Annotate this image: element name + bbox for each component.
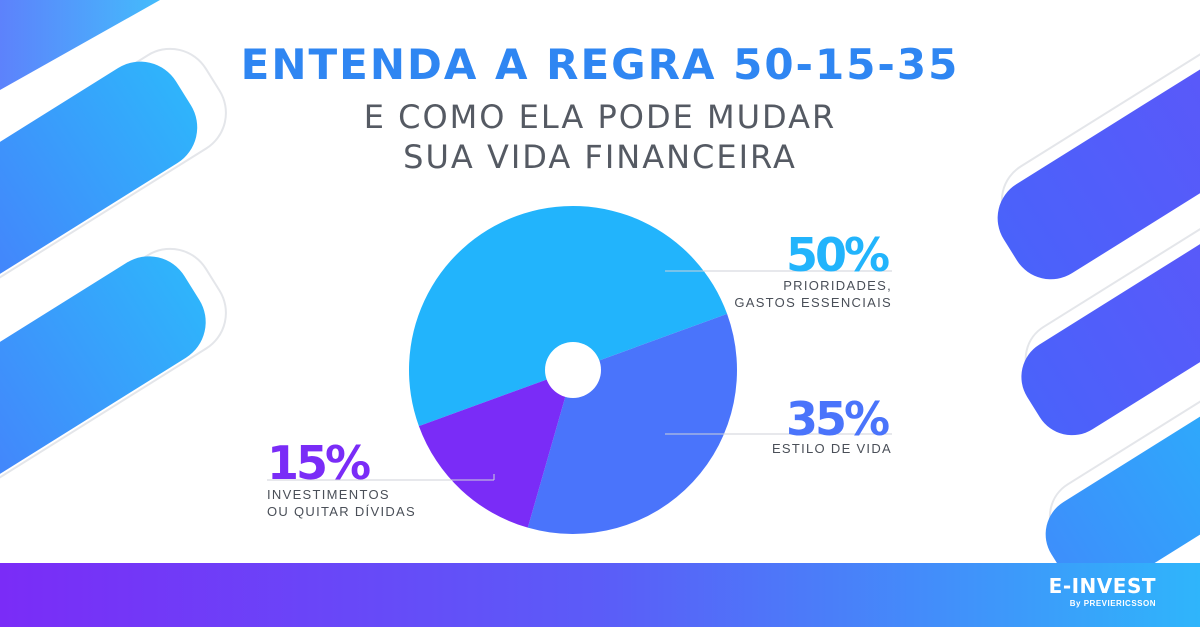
slice-label-35-percent: 35% — [786, 392, 890, 446]
subtitle-line-2: SUA VIDA FINANCEIRA — [403, 138, 797, 176]
slice-label-50-percent: 50% — [786, 228, 890, 282]
slice-label-50-line-2: GASTOS ESSENCIAIS — [734, 295, 892, 310]
brand-name: E-INVEST — [1048, 574, 1156, 598]
slice-label-35-line-1: ESTILO DE VIDA — [771, 441, 892, 456]
right-stripes — [997, 32, 1200, 593]
subtitle-line-1: E COMO ELA PODE MUDAR — [363, 98, 837, 136]
brand-byline: By PREVIERICSSON — [1069, 599, 1156, 608]
slice-label-15-description: INVESTIMENTOS OU QUITAR DÍVIDAS — [267, 486, 416, 520]
pie-slice-50 — [409, 205, 728, 427]
slice-label-50-description: PRIORIDADES, GASTOS ESSENCIAIS — [734, 277, 892, 311]
footer-bar: E-INVEST By PREVIERICSSON — [0, 563, 1200, 627]
pie-slice-15 — [418, 370, 573, 528]
slice-label-35-description: ESTILO DE VIDA — [772, 440, 892, 457]
pie-center-hole — [545, 342, 601, 398]
slice-label-50-line-1: PRIORIDADES, — [783, 278, 892, 293]
slice-label-15-percent: 15% — [267, 436, 371, 490]
slice-label-15-line-1: INVESTIMENTOS — [267, 487, 390, 502]
brand-logo: E-INVEST By PREVIERICSSON — [1049, 575, 1156, 608]
slice-label-15-line-2: OU QUITAR DÍVIDAS — [267, 504, 416, 519]
page-title: ENTENDA A REGRA 50-15-35 — [240, 40, 960, 89]
left-stripes — [0, 0, 227, 516]
